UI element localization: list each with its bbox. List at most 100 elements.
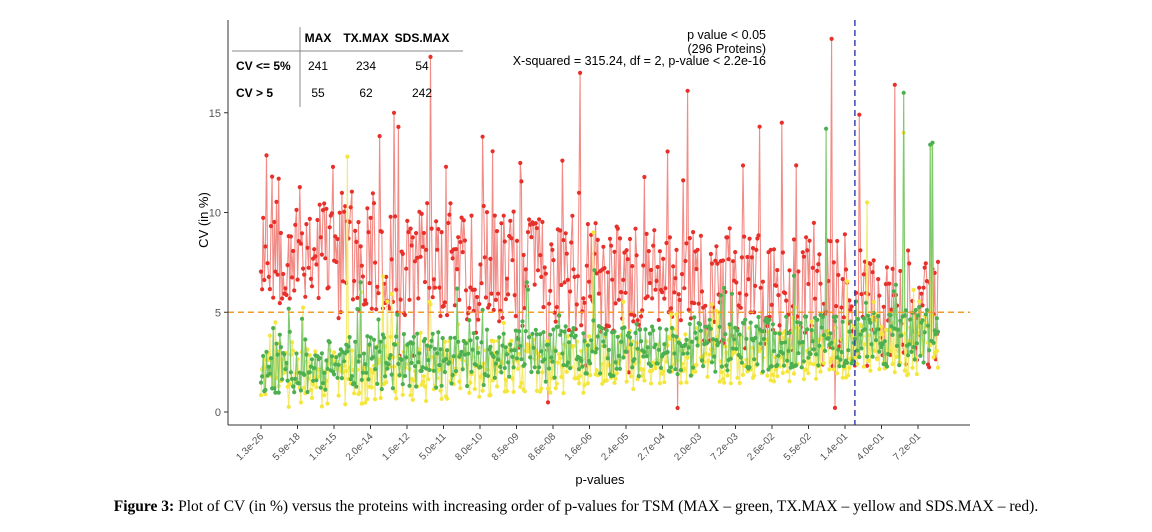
data-point [267, 371, 272, 376]
data-point [845, 279, 850, 284]
data-point [923, 261, 928, 266]
data-point [640, 308, 645, 313]
data-point [439, 396, 444, 401]
data-point [822, 348, 828, 353]
data-point [354, 239, 359, 244]
data-point [858, 332, 863, 337]
data-point [909, 349, 914, 354]
data-point [592, 268, 597, 273]
data-point [668, 312, 674, 317]
data-point [304, 352, 309, 357]
data-point [283, 286, 288, 291]
data-point [729, 291, 735, 296]
data-point [387, 356, 392, 361]
data-point [424, 398, 429, 404]
data-point [781, 363, 787, 368]
data-point [614, 366, 619, 371]
data-point [581, 296, 586, 301]
data-point [445, 313, 450, 318]
data-point [637, 327, 643, 332]
data-point [850, 358, 855, 363]
data-point [554, 381, 559, 386]
data-point [906, 248, 911, 253]
data-point [291, 348, 296, 353]
data-point [463, 341, 469, 346]
data-point [443, 356, 449, 362]
data-point [333, 362, 338, 367]
data-point [385, 366, 390, 371]
data-point [438, 347, 443, 352]
data-point [502, 365, 507, 371]
data-point [427, 285, 432, 290]
data-point [519, 380, 524, 386]
data-point [470, 347, 475, 352]
data-point [425, 343, 430, 348]
data-point [707, 352, 712, 357]
data-point [841, 364, 846, 369]
data-point [359, 401, 364, 406]
data-point [777, 323, 782, 328]
data-point [734, 346, 739, 351]
data-point [699, 289, 705, 294]
data-point [324, 206, 329, 211]
data-point [282, 352, 287, 357]
data-point [449, 381, 454, 386]
data-point [559, 282, 564, 288]
data-point [749, 255, 755, 260]
data-point [412, 364, 418, 369]
data-point [451, 354, 456, 359]
data-point [737, 332, 742, 337]
table-cell: 55 [311, 86, 325, 100]
data-point [308, 387, 313, 392]
data-point [832, 319, 838, 324]
data-point [829, 356, 834, 361]
data-point [309, 284, 315, 289]
data-point [448, 335, 453, 340]
data-point [606, 363, 612, 368]
data-point [284, 292, 289, 298]
data-point [388, 334, 393, 339]
data-point [722, 380, 727, 385]
data-point [594, 346, 599, 351]
data-point [497, 319, 502, 324]
data-point [881, 304, 886, 309]
data-point [711, 337, 716, 342]
data-point [578, 70, 583, 75]
data-point [757, 124, 762, 129]
data-point [639, 314, 644, 319]
data-point [389, 257, 394, 262]
data-point [852, 355, 858, 360]
data-point [674, 247, 679, 252]
table-cell: 242 [412, 86, 432, 100]
data-point [447, 360, 452, 365]
data-point [574, 339, 579, 344]
data-point [575, 274, 581, 279]
data-point [358, 244, 363, 249]
data-point [925, 323, 931, 328]
data-point [371, 337, 377, 342]
data-point [497, 335, 502, 340]
data-point [302, 372, 307, 377]
data-point [758, 285, 763, 290]
data-point [519, 179, 524, 184]
data-point [484, 327, 490, 332]
data-point [912, 357, 917, 362]
data-point [773, 331, 778, 336]
data-point [685, 355, 690, 360]
data-point [744, 357, 749, 362]
x-tick-label: 8.6e-08 [526, 431, 558, 463]
x-tick-label: 1.6e-06 [563, 431, 595, 463]
data-point [831, 260, 836, 265]
data-point [865, 354, 870, 359]
x-tick-label: 7.2e-03 [709, 431, 741, 463]
data-point [486, 373, 491, 378]
data-point [723, 332, 728, 337]
data-point [797, 340, 802, 345]
data-point [424, 366, 429, 371]
data-point [817, 343, 822, 348]
x-axis-ticks: 1.3e-26 5.9e-18 1.0e-15 2.0e-14 1.6e-12 5.0e-… [234, 425, 923, 463]
data-point [818, 281, 823, 286]
data-point [903, 308, 909, 313]
data-point [359, 377, 364, 382]
data-point [410, 341, 415, 346]
